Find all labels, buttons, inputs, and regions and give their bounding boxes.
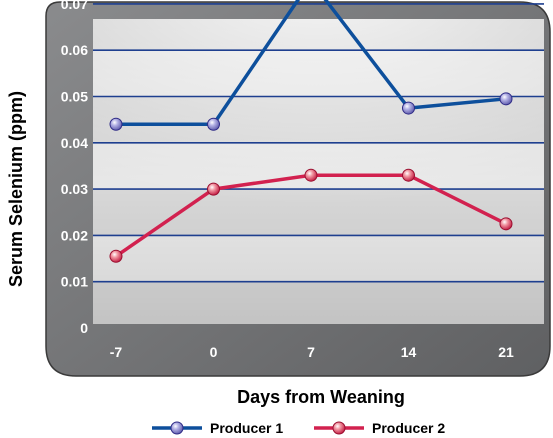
y-tick-label: 0.03	[61, 181, 88, 197]
x-axis-title: Days from Weaning	[237, 387, 405, 407]
data-point	[499, 217, 513, 231]
legend-marker	[332, 421, 346, 435]
y-tick-label: 0.02	[61, 227, 88, 243]
x-tick-label: 14	[401, 344, 417, 360]
x-tick-label: 0	[210, 344, 218, 360]
data-point	[402, 101, 415, 115]
plot-band	[93, 235, 544, 282]
legend-label: Producer 2	[372, 420, 445, 436]
data-point	[109, 117, 123, 131]
y-tick-label: 0	[80, 320, 88, 336]
data-point	[499, 92, 513, 106]
x-tick-label: 21	[498, 344, 514, 360]
series-line-1	[114, 0, 508, 127]
data-point	[304, 168, 318, 182]
x-tick-label: -7	[110, 344, 123, 360]
data-point	[109, 249, 123, 263]
legend-label: Producer 1	[210, 420, 283, 436]
y-tick-label: 0.06	[61, 42, 88, 58]
plot-sheen	[93, 19, 544, 235]
plot-band	[93, 281, 544, 324]
y-tick-label: 0.04	[61, 135, 88, 151]
y-axis-title: Serum Selenium (ppm)	[6, 91, 26, 287]
data-point	[207, 182, 220, 196]
data-point	[207, 117, 220, 131]
y-tick-label: 0.05	[61, 89, 88, 105]
x-tick-label: 7	[307, 344, 315, 360]
legend: Producer 1 Producer 2	[152, 420, 445, 436]
legend-marker	[170, 421, 184, 435]
y-tick-label: 0.07	[61, 0, 88, 12]
data-point	[402, 168, 415, 182]
y-tick-label: 0.01	[61, 274, 88, 290]
